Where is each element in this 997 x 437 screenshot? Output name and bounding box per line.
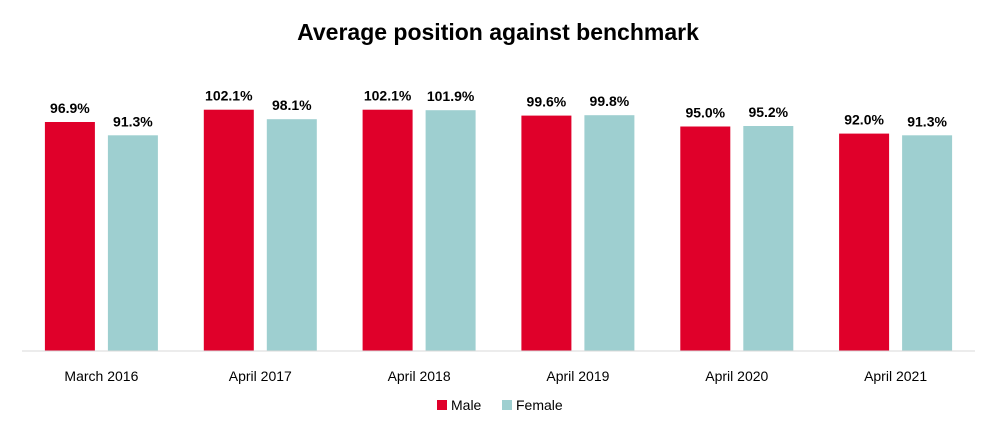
bar-male-3 <box>521 115 572 351</box>
bar-male-4 <box>680 126 731 351</box>
x-tick-label-1: April 2017 <box>229 368 292 384</box>
value-labels-layer: 96.9% 91.3% 102.1% 98.1% 102.1% 101.9% 99.6% 99… <box>50 88 947 130</box>
bar-male-0 <box>44 122 95 351</box>
value-label-female-3: 99.8% <box>590 93 630 109</box>
bar-female-1 <box>266 119 317 351</box>
x-tick-label-4: April 2020 <box>705 368 768 384</box>
value-label-male-1: 102.1% <box>205 88 253 104</box>
bar-female-0 <box>107 135 158 351</box>
bar-male-2 <box>362 109 413 351</box>
x-tick-label-5: April 2021 <box>864 368 927 384</box>
x-tick-label-2: April 2018 <box>388 368 451 384</box>
x-tick-label-0: March 2016 <box>64 368 138 384</box>
bar-female-4 <box>743 126 794 351</box>
bar-female-2 <box>425 110 476 351</box>
value-label-female-1: 98.1% <box>272 97 312 113</box>
bar-male-1 <box>203 109 254 351</box>
x-tick-labels: March 2016 April 2017 April 2018 April 2019… <box>64 368 927 384</box>
legend-label-male: Male <box>451 397 482 413</box>
bars-layer <box>44 109 953 351</box>
bar-female-5 <box>902 135 953 351</box>
value-label-male-5: 92.0% <box>844 112 884 128</box>
bar-male-5 <box>839 133 890 351</box>
value-label-female-4: 95.2% <box>748 104 788 120</box>
value-label-male-3: 99.6% <box>527 94 567 110</box>
chart-title: Average position against benchmark <box>297 19 699 45</box>
legend-swatch-male <box>437 400 447 410</box>
value-label-male-0: 96.9% <box>50 100 90 116</box>
value-label-female-2: 101.9% <box>427 88 475 104</box>
bar-female-3 <box>584 115 635 351</box>
x-tick-label-3: April 2019 <box>546 368 609 384</box>
legend: Male Female <box>437 397 563 413</box>
value-label-female-5: 91.3% <box>907 113 947 129</box>
value-label-male-2: 102.1% <box>364 88 412 104</box>
legend-label-female: Female <box>516 397 563 413</box>
legend-swatch-female <box>502 400 512 410</box>
value-label-male-4: 95.0% <box>685 105 725 121</box>
value-label-female-0: 91.3% <box>113 113 153 129</box>
